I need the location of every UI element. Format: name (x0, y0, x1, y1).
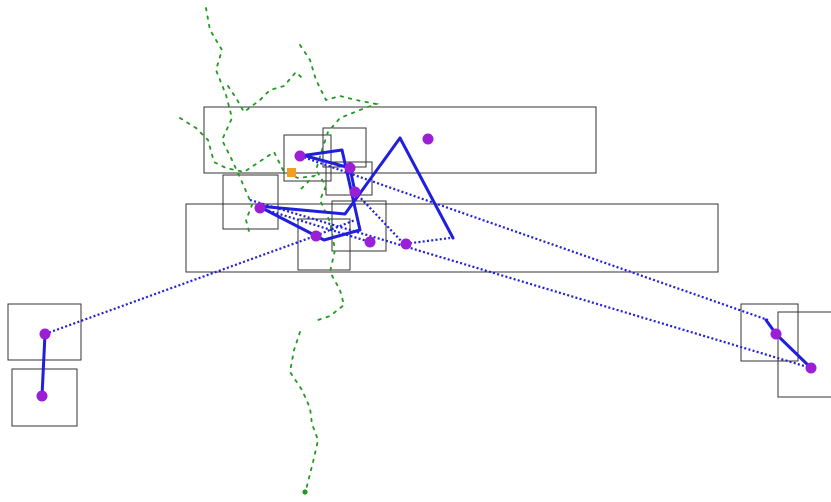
bounding-box-center-a (283, 134, 332, 182)
waypoint-marker (344, 162, 356, 174)
dotted-path-to-far-right-lower (249, 198, 812, 370)
waypoint-marker (805, 362, 817, 374)
waypoint-marker (294, 150, 306, 162)
trail-end-marker (302, 489, 308, 495)
dotted-path-left-branch (259, 206, 371, 244)
solid-path-far-left-vertical (40, 332, 47, 398)
waypoint-marker (364, 236, 376, 248)
green-trail-upper-right (227, 70, 305, 114)
green-trail-markers (179, 7, 380, 495)
waypoint-marker (254, 202, 266, 214)
green-trail-left-cluster (179, 117, 317, 191)
green-trail-center (299, 44, 380, 321)
dotted-path-to-far-left (44, 218, 356, 336)
waypoint-marker (770, 328, 782, 340)
green-trail-main (205, 7, 253, 236)
dotted-blue-paths (44, 154, 812, 370)
dotted-path-to-far-right-upper (299, 154, 769, 322)
waypoint-marker (349, 186, 361, 198)
bounding-box-center-e (297, 218, 351, 271)
bounding-box-top-wide (203, 106, 597, 174)
waypoints (36, 133, 817, 402)
waypoint-marker (422, 133, 434, 145)
solid-path-main-zigzag (256, 136, 455, 242)
bounding-box-far-right-lower (777, 311, 831, 398)
waypoint-marker (39, 328, 51, 340)
waypoint-marker (36, 390, 48, 402)
bounding-box-far-right-upper (740, 303, 799, 362)
solid-blue-paths (40, 136, 813, 398)
bounding-box-middle-wide (185, 203, 719, 273)
waypoint-marker (400, 238, 412, 250)
bounding-box-left-mid (222, 174, 279, 230)
waypoint-marker (310, 230, 322, 242)
orange-start-marker (287, 168, 296, 177)
bounding-box-center-d (331, 200, 387, 252)
